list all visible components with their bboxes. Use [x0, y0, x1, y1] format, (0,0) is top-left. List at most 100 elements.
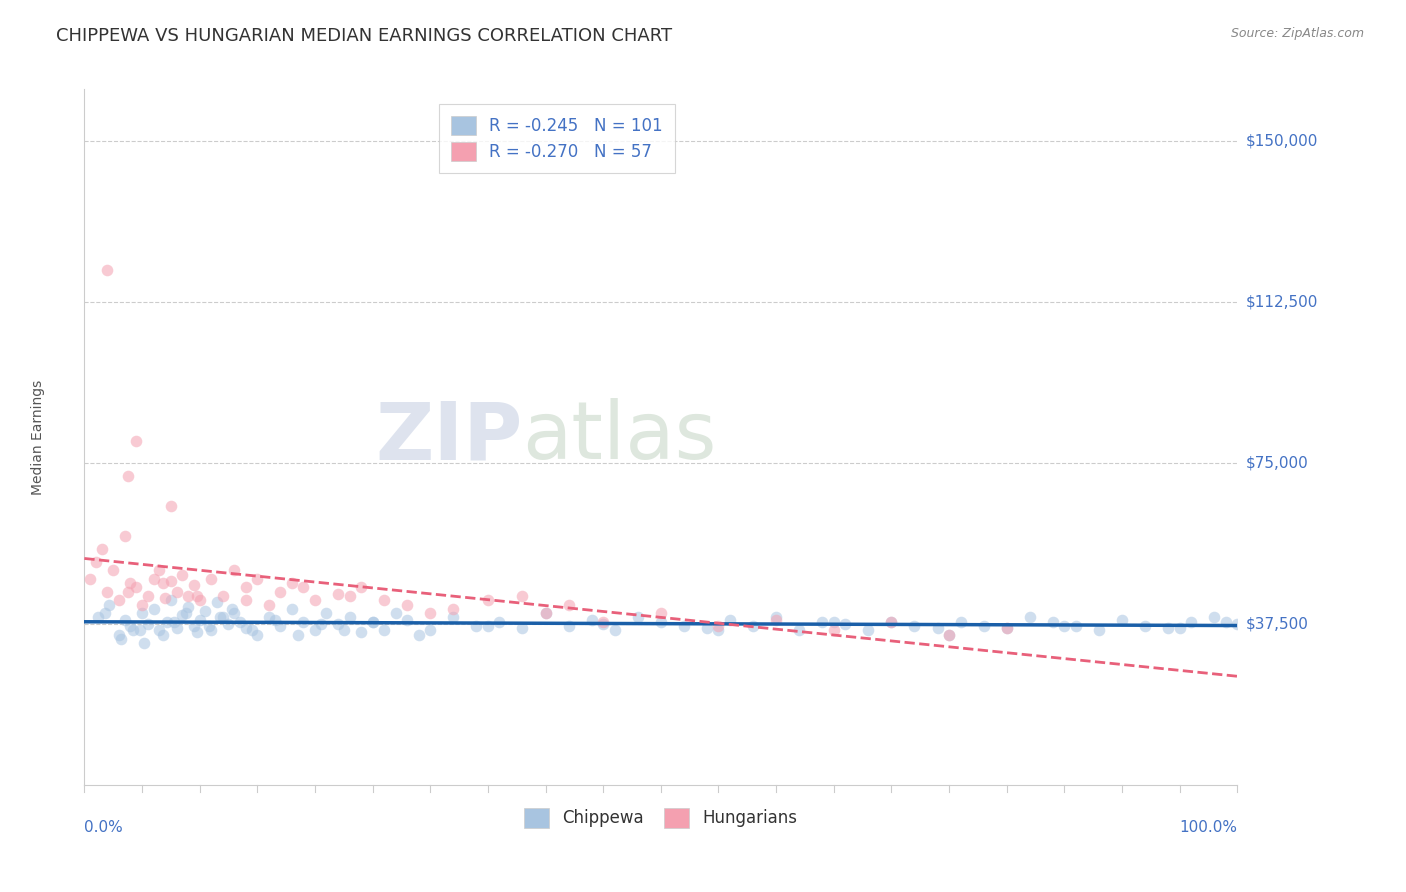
Point [172, 608, 194, 623]
Text: $150,000: $150,000 [1246, 133, 1317, 148]
Point [1215, 615, 1237, 629]
Point [148, 624, 170, 638]
Point [326, 587, 349, 601]
Point [326, 616, 349, 631]
Point [995, 621, 1018, 635]
Point [1133, 619, 1156, 633]
Point [718, 613, 741, 627]
Point [160, 499, 183, 513]
Point [627, 610, 650, 624]
Point [153, 591, 176, 606]
Point [156, 615, 179, 629]
Point [166, 584, 188, 599]
Text: 100.0%: 100.0% [1180, 820, 1237, 835]
Point [142, 602, 165, 616]
Point [315, 606, 337, 620]
Point [823, 624, 845, 638]
Point [235, 581, 257, 595]
Point [235, 621, 257, 635]
Point [339, 610, 361, 624]
Point [557, 598, 579, 612]
Point [128, 624, 150, 638]
Point [1226, 616, 1249, 631]
Point [512, 621, 534, 635]
Point [263, 613, 285, 627]
Point [309, 616, 332, 631]
Point [200, 624, 222, 638]
Point [938, 627, 960, 641]
Point [787, 624, 810, 638]
Point [229, 615, 252, 629]
Point [1111, 613, 1133, 627]
Text: $75,000: $75,000 [1246, 455, 1309, 470]
Point [114, 613, 136, 627]
Text: Median Earnings: Median Earnings [31, 379, 45, 495]
Text: ZIP: ZIP [375, 398, 523, 476]
Point [94, 606, 117, 620]
Point [188, 593, 211, 607]
Point [441, 602, 464, 616]
Point [707, 619, 730, 633]
Point [765, 613, 787, 627]
Point [163, 615, 186, 629]
Point [183, 578, 205, 592]
Point [512, 589, 534, 603]
Point [246, 572, 269, 586]
Text: atlas: atlas [523, 398, 717, 476]
Point [339, 589, 361, 603]
Point [650, 606, 672, 620]
Point [84, 555, 107, 569]
Text: $37,500: $37,500 [1246, 616, 1309, 632]
Point [938, 627, 960, 641]
Point [350, 581, 373, 595]
Point [592, 615, 614, 629]
Point [134, 636, 156, 650]
Point [246, 627, 269, 641]
Point [148, 563, 170, 577]
Point [194, 604, 217, 618]
Point [488, 615, 510, 629]
Point [534, 606, 557, 620]
Point [949, 615, 972, 629]
Point [131, 598, 153, 612]
Point [557, 619, 579, 633]
Point [419, 606, 441, 620]
Point [200, 572, 222, 586]
Point [142, 572, 165, 586]
Point [269, 619, 291, 633]
Point [211, 610, 233, 624]
Point [1204, 610, 1226, 624]
Point [373, 624, 395, 638]
Point [218, 616, 240, 631]
Point [650, 615, 672, 629]
Point [240, 624, 263, 638]
Point [880, 615, 903, 629]
Point [477, 593, 499, 607]
Point [1088, 624, 1111, 638]
Point [373, 593, 395, 607]
Point [1018, 610, 1040, 624]
Point [235, 593, 257, 607]
Point [152, 576, 174, 591]
Point [120, 576, 142, 591]
Point [292, 615, 315, 629]
Point [160, 574, 183, 588]
Point [125, 434, 148, 449]
Point [152, 627, 174, 641]
Point [281, 602, 304, 616]
Point [973, 619, 995, 633]
Point [224, 606, 246, 620]
Point [823, 615, 845, 629]
Point [110, 632, 132, 646]
Point [581, 613, 603, 627]
Point [396, 613, 419, 627]
Point [811, 615, 834, 629]
Point [114, 529, 136, 543]
Point [903, 619, 925, 633]
Point [96, 262, 118, 277]
Point [304, 593, 326, 607]
Point [534, 606, 557, 620]
Point [304, 624, 326, 638]
Point [186, 589, 208, 603]
Point [834, 616, 856, 631]
